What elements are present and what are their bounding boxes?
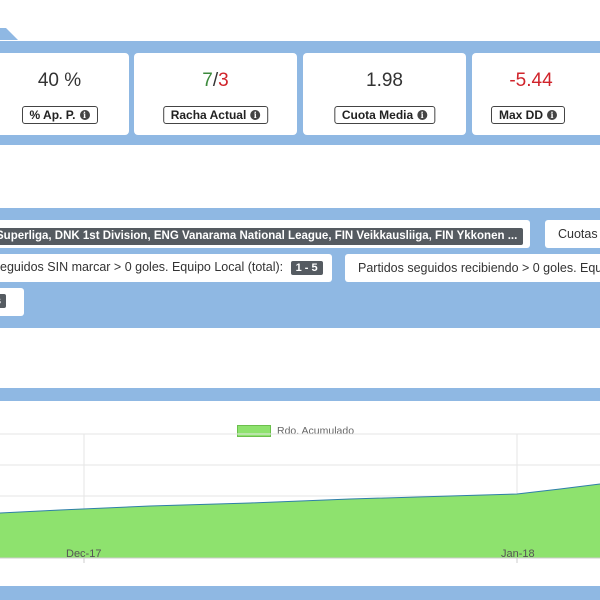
- info-icon[interactable]: i: [79, 110, 90, 120]
- stat-card-maxdd: -5.44 Max DD i: [472, 53, 600, 135]
- chart-panel: Rdo. Acumulado Dec-17 Jan-18: [0, 401, 600, 586]
- recibiendo-filter[interactable]: Partidos seguidos recibiendo > 0 goles. …: [345, 254, 600, 282]
- area-line: [0, 483, 600, 514]
- filters-band: Superliga, DNK 1st Division, ENG Vanaram…: [0, 208, 600, 328]
- stat-value-cuota: 1.98: [366, 70, 403, 91]
- panel-tab-corner: [0, 28, 18, 40]
- stat-value-maxdd: -5.44: [509, 70, 553, 91]
- chart-svg: [0, 433, 600, 563]
- x-tick-label: Jan-18: [501, 548, 535, 560]
- stat-card-cuota: 1.98 Cuota Media i: [303, 53, 466, 135]
- info-icon[interactable]: i: [250, 110, 261, 120]
- stat-label-ap[interactable]: % Ap. P. i: [21, 106, 98, 124]
- stat-value-ap: 40 %: [37, 70, 82, 91]
- range-chip[interactable]: 1 - 5: [290, 261, 323, 275]
- chart-band: Rdo. Acumulado Dec-17 Jan-18: [0, 388, 600, 600]
- sin-marcar-filter[interactable]: eguidos SIN marcar > 0 goles. Equipo Loc…: [0, 254, 332, 282]
- cuotas-filter[interactable]: Cuotas: [545, 220, 600, 248]
- stats-band: 40 % % Ap. P. i 7/3 Racha Actual i 1.98 …: [0, 41, 600, 145]
- area-fill: [0, 484, 600, 558]
- stat-value-racha: 7/3: [202, 70, 229, 91]
- stat-label-racha[interactable]: Racha Actual i: [162, 106, 269, 124]
- info-icon[interactable]: i: [417, 110, 428, 120]
- extra-chip[interactable]: s: [0, 294, 7, 308]
- stat-label-maxdd[interactable]: Max DD i: [490, 106, 566, 124]
- stat-card-racha: 7/3 Racha Actual i: [134, 53, 297, 135]
- stat-card-ap: 40 % % Ap. P. i: [0, 53, 129, 135]
- x-tick-label: Dec-17: [66, 548, 102, 560]
- stat-label-cuota[interactable]: Cuota Media i: [333, 106, 436, 124]
- info-icon[interactable]: i: [547, 110, 558, 120]
- league-filter[interactable]: Superliga, DNK 1st Division, ENG Vanaram…: [0, 220, 530, 248]
- league-chip[interactable]: Superliga, DNK 1st Division, ENG Vanaram…: [0, 228, 524, 245]
- extra-filter[interactable]: s: [0, 288, 24, 316]
